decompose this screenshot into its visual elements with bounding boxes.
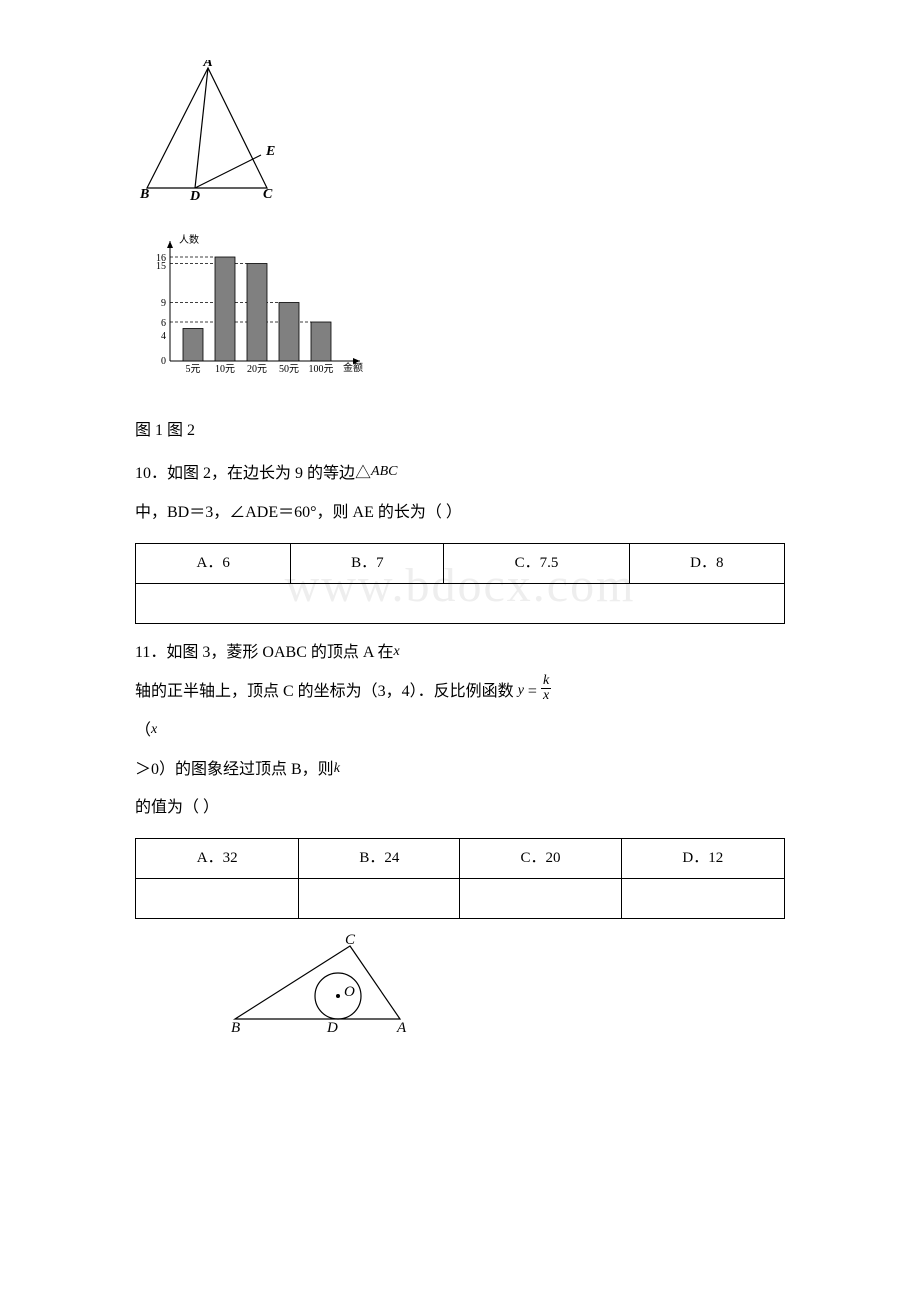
center-dot xyxy=(336,994,340,998)
label-e: E xyxy=(265,144,275,159)
p11-l3-var: x xyxy=(151,722,157,737)
eq-y: y xyxy=(518,683,524,698)
triangle-bca xyxy=(235,946,400,1019)
problem-10-line2: 中，BD＝3，∠ADE＝60°，则 AE 的长为（ ） xyxy=(135,499,785,528)
ytick-9: 9 xyxy=(161,298,166,309)
eq-num: k xyxy=(541,674,551,689)
label-o: O xyxy=(344,984,355,1000)
p10-l1-var: ABC xyxy=(371,464,397,479)
p11-l1-prefix: 11．如图 3，菱形 OABC 的顶点 A 在 xyxy=(135,644,394,661)
y-arrow xyxy=(167,241,173,248)
bar-20 xyxy=(247,263,267,361)
label-c: C xyxy=(263,187,273,202)
p11-l4-prefix: ＞0）的图象经过顶点 B，则 xyxy=(135,761,334,778)
problem-11-line4: ＞0）的图象经过顶点 B，则k xyxy=(135,756,785,785)
eq-den: x xyxy=(541,689,551,703)
blank-cell xyxy=(136,879,299,919)
problem-11-line3: （x xyxy=(135,717,785,746)
problem-10-line1: 10．如图 2，在边长为 9 的等边△ABC xyxy=(135,460,785,489)
p11-l4-var: k xyxy=(334,761,340,776)
eq-frac: kx xyxy=(541,674,551,703)
p11-l3-prefix: （ xyxy=(135,722,151,739)
y-axis-label: 人数 xyxy=(179,233,199,246)
table-row: A．6 B．7 C．7.5 D．8 xyxy=(136,543,785,583)
bar-5 xyxy=(183,328,203,361)
xlabel-100: 100元 xyxy=(309,364,334,375)
xlabel-5: 5元 xyxy=(186,364,201,375)
choice-d: D．12 xyxy=(621,839,784,879)
figure-inscribed: C B A D O xyxy=(225,934,785,1045)
ytick-6: 6 xyxy=(161,318,166,329)
table-row xyxy=(136,583,785,623)
choice-b: B．24 xyxy=(299,839,460,879)
line-de xyxy=(195,155,261,188)
figure-triangle: A B C D E xyxy=(135,60,785,216)
inscribed-svg: C B A D O xyxy=(225,934,415,1034)
choice-a: A．6 xyxy=(136,543,291,583)
label-d: D xyxy=(326,1020,338,1034)
triangle-svg: A B C D E xyxy=(135,60,285,205)
problem-11-choices-table: A．32 B．24 C．20 D．12 xyxy=(135,838,785,919)
blank-cell xyxy=(460,879,621,919)
choice-a: A．32 xyxy=(136,839,299,879)
label-a: A xyxy=(202,60,212,70)
choice-c: C．7.5 xyxy=(444,543,629,583)
bar-100 xyxy=(311,322,331,361)
ytick-4: 4 xyxy=(161,331,166,342)
eq-eq: = xyxy=(524,683,541,700)
problem-11-line2: 轴的正半轴上，顶点 C 的坐标为（3，4）．反比例函数 y = kx xyxy=(135,678,785,707)
choice-c: C．20 xyxy=(460,839,621,879)
label-b: B xyxy=(139,187,149,202)
bar-50 xyxy=(279,302,299,361)
label-b: B xyxy=(231,1020,240,1034)
figure-caption: 图 1 图 2 xyxy=(135,417,785,446)
blank-cell xyxy=(299,879,460,919)
problem-10-choices-table: A．6 B．7 C．7.5 D．8 xyxy=(135,543,785,624)
ytick-15: 15 xyxy=(156,261,166,272)
choice-d: D．8 xyxy=(629,543,784,583)
problem-11-line1: 11．如图 3，菱形 OABC 的顶点 A 在x xyxy=(135,639,785,668)
xlabel-10: 10元 xyxy=(215,364,235,375)
choice-b: B．7 xyxy=(291,543,444,583)
barchart-svg: 人数 金额 16 15 9 6 4 0 5元 10元 20元 50元 100元 xyxy=(135,231,370,376)
p11-l1-var: x xyxy=(394,644,400,659)
label-a: A xyxy=(396,1020,407,1034)
figure-barchart: 人数 金额 16 15 9 6 4 0 5元 10元 20元 50元 100元 xyxy=(135,231,785,387)
label-d: D xyxy=(189,189,200,204)
label-c: C xyxy=(345,934,356,948)
blank-cell xyxy=(136,583,785,623)
ytick-0: 0 xyxy=(161,356,166,367)
p10-l1-prefix: 10．如图 2，在边长为 9 的等边△ xyxy=(135,465,371,482)
line-ad xyxy=(195,68,208,188)
table-row: A．32 B．24 C．20 D．12 xyxy=(136,839,785,879)
xlabel-20: 20元 xyxy=(247,364,267,375)
xlabel-50: 50元 xyxy=(279,364,299,375)
triangle-outline xyxy=(147,68,267,188)
bar-10 xyxy=(215,257,235,361)
table-row xyxy=(136,879,785,919)
blank-cell xyxy=(621,879,784,919)
problem-11-line5: 的值为（ ） xyxy=(135,794,785,823)
x-axis-label: 金额 xyxy=(343,361,363,374)
p11-l2-prefix: 轴的正半轴上，顶点 C 的坐标为（3，4）．反比例函数 xyxy=(135,683,518,700)
